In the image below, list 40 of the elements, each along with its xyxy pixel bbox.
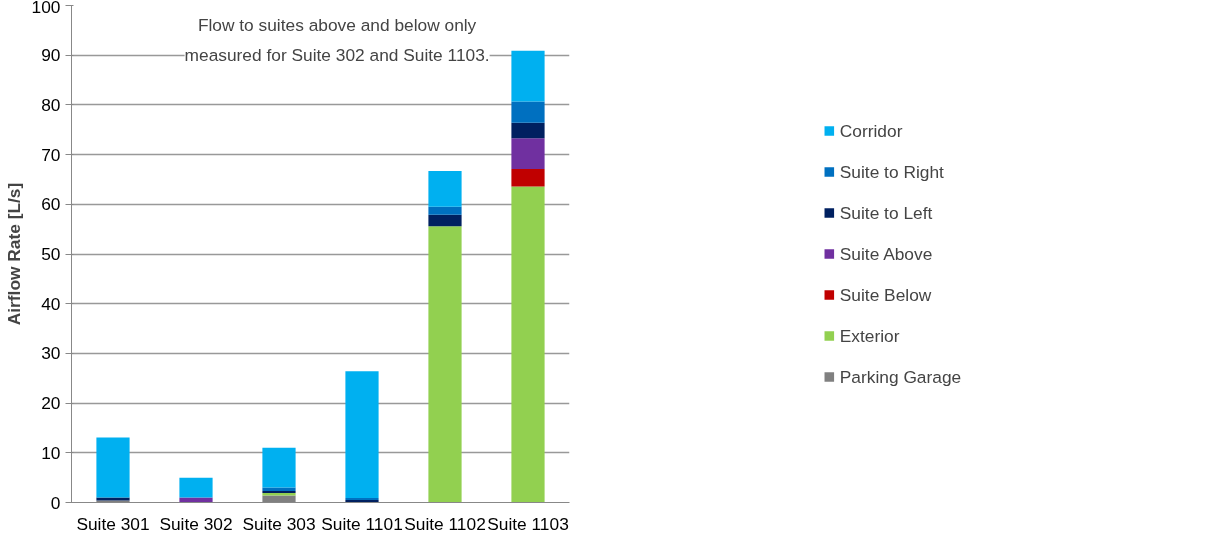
legend-label: Suite Below <box>839 284 932 305</box>
x-tick-label: Suite 1102 <box>404 513 486 534</box>
bar <box>511 101 545 123</box>
y-tick-label: 0 <box>50 492 61 513</box>
x-tick-label: Suite 1101 <box>321 513 403 534</box>
y-tick-label: 30 <box>41 343 61 364</box>
bar <box>428 214 462 227</box>
bar <box>511 186 545 503</box>
bar <box>262 447 296 488</box>
bar <box>511 122 545 139</box>
y-tick-label: 60 <box>41 194 61 215</box>
annotation: Flow to suites above and below only measured for Suite 302 and Suite 1103. <box>184 15 490 66</box>
y-tick-label: 20 <box>41 393 61 414</box>
y-tick-label: 40 <box>41 293 61 314</box>
bar <box>511 169 545 187</box>
y-tick-label: 10 <box>41 442 61 463</box>
bar <box>96 437 130 498</box>
bar <box>345 371 379 499</box>
legend-label: Exterior <box>839 325 900 346</box>
bar <box>428 226 462 503</box>
x-tick-label: Suite 303 <box>242 513 316 534</box>
y-tick-label: 70 <box>41 144 61 165</box>
x-tick-label: Suite 301 <box>76 513 150 534</box>
y-tick-label: 100 <box>31 0 61 17</box>
bar <box>428 171 462 207</box>
y-axis-title: Airflow Rate [L/s] <box>3 182 24 326</box>
legend-label: Suite Above <box>839 243 933 264</box>
legend-label: Suite to Left <box>839 202 933 223</box>
bar <box>179 477 213 498</box>
bar <box>511 50 545 102</box>
y-tick-label: 80 <box>41 94 61 115</box>
bar <box>511 138 545 170</box>
y-tick-label: 50 <box>41 244 61 264</box>
legend-label: Parking Garage <box>839 366 962 387</box>
y-tick-label: 90 <box>41 45 61 66</box>
bar <box>428 206 462 215</box>
x-tick-label: Suite 302 <box>159 513 233 534</box>
legend-label: Suite to Right <box>839 161 944 182</box>
legend-label: Corridor <box>839 120 903 141</box>
x-tick-label: Suite 1103 <box>487 513 569 534</box>
